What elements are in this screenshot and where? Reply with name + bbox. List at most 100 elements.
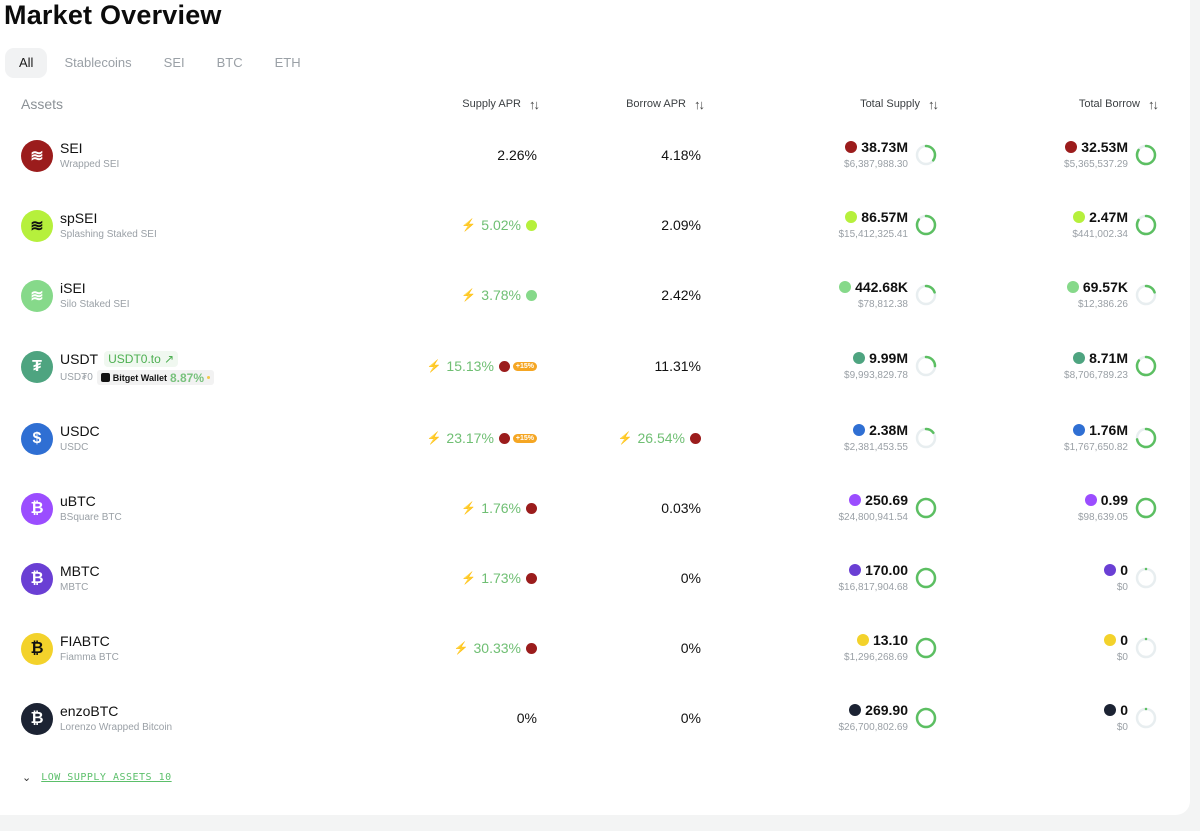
low-supply-toggle[interactable]: ⌄ LOW SUPPLY ASSETS 10 (22, 771, 172, 784)
asset-name: enzoBTC (60, 703, 119, 719)
table-row[interactable]: ₮ USDT USDT0.to ↗ USD₮0 Bitget Wallet 8.87% ⚡ 1… (0, 336, 1190, 406)
bitget-icon (100, 373, 110, 382)
sort-icon[interactable]: ↑↓ (694, 96, 705, 112)
total-borrow-amount: 1.76M (1089, 422, 1128, 438)
supply-utilization-ring (915, 567, 937, 589)
table-row[interactable]: ₿ enzoBTC Lorenzo Wrapped Bitcoin 0% 0% 269.9… (0, 688, 1190, 758)
token-icon (856, 634, 869, 646)
asset-subtitle-row: Wrapped SEI (60, 159, 119, 170)
table-row[interactable]: $ USDC USDC ⚡ 23.17% +15% ⚡ 26.54% 2.38M $2,381,4… (0, 408, 1190, 478)
sort-icon[interactable]: ↑↓ (1148, 96, 1159, 112)
token-icon (853, 424, 866, 436)
total-borrow: 2.47M $441,002.34 (1072, 209, 1128, 240)
token-icon (1073, 352, 1086, 364)
total-supply: 9.99M $9,993,829.78 (844, 350, 908, 381)
total-supply: 38.73M $6,387,988.30 (844, 139, 908, 170)
total-supply: 250.69 $24,800,941.54 (838, 492, 908, 523)
total-supply-amount: 442.68K (855, 279, 908, 295)
borrow-apr: 2.09% (661, 217, 701, 233)
boost-badge: +15% (512, 433, 537, 443)
supply-apr-value: 5.02% (481, 217, 521, 233)
asset-name-row: MBTC (60, 563, 100, 579)
total-supply-usd: $2,381,453.55 (844, 442, 908, 453)
token-icon (839, 281, 852, 293)
low-supply-label[interactable]: LOW SUPPLY ASSETS 10 (41, 772, 172, 783)
table-row[interactable]: ≋ spSEI Splashing Staked SEI ⚡ 5.02% 2.09% 86.… (0, 195, 1190, 265)
asset-subtitle: MBTC (60, 582, 89, 593)
total-borrow-usd: $0 (1116, 582, 1128, 593)
header-total-borrow[interactable]: Total Borrow ↑↓ (1079, 94, 1159, 114)
borrow-apr: 0% (681, 640, 701, 656)
token-icon (1073, 424, 1086, 436)
supply-apr: ⚡ 5.02% (461, 217, 537, 233)
sort-icon[interactable]: ↑↓ (529, 96, 540, 112)
filter-tabs: All Stablecoins SEI BTC ETH (5, 48, 318, 78)
supply-apr: 0% (517, 710, 537, 726)
tab-sei[interactable]: SEI (163, 55, 185, 70)
borrow-utilization-ring (1135, 355, 1157, 377)
borrow-apr: 11.31% (655, 358, 701, 374)
header-assets: Assets (21, 96, 64, 112)
total-supply: 13.10 $1,296,268.69 (844, 632, 908, 663)
asset-subtitle-row: USDC (60, 442, 88, 453)
header-supply-apr[interactable]: Supply APR ↑↓ (462, 94, 540, 114)
dot-icon (207, 376, 210, 379)
table-row[interactable]: ₿ FIABTC Fiamma BTC ⚡ 30.33% 0% 13.10 $1,296,26… (0, 618, 1190, 688)
sort-icon[interactable]: ↑↓ (928, 96, 939, 112)
header-supply-apr-label: Supply APR (462, 98, 521, 110)
total-borrow-usd: $1,767,650.82 (1064, 442, 1128, 453)
supply-utilization-ring (915, 214, 937, 236)
table-row[interactable]: ≋ iSEI Silo Staked SEI ⚡ 3.78% 2.42% 442.68K $7… (0, 265, 1190, 335)
total-supply-usd: $26,700,802.69 (838, 722, 908, 733)
table-row[interactable]: ≋ SEI Wrapped SEI 2.26% 4.18% 38.73M $6,387,98… (0, 125, 1190, 195)
external-link[interactable]: USDT0.to ↗ (104, 351, 179, 367)
bolt-icon: ⚡ (617, 431, 633, 445)
table-row[interactable]: ₿ MBTC MBTC ⚡ 1.73% 0% 170.00 $16,817,904.68 0 $0 (0, 548, 1190, 618)
asset-name-row: spSEI (60, 210, 97, 226)
supply-apr-value: 0% (516, 710, 537, 726)
asset-subtitle: Silo Staked SEI (60, 299, 130, 310)
header-total-supply[interactable]: Total Supply ↑↓ (860, 94, 939, 114)
asset-subtitle: Wrapped SEI (60, 159, 120, 170)
borrow-apr: 4.18% (661, 147, 701, 163)
wallet-badge[interactable]: Bitget Wallet 8.87% (96, 370, 214, 385)
supply-apr: ⚡ 3.78% (461, 287, 537, 303)
borrow-utilization-ring (1135, 427, 1157, 449)
header-borrow-apr[interactable]: Borrow APR ↑↓ (626, 94, 705, 114)
asset-name-row: iSEI (60, 280, 86, 296)
total-borrow-amount: 8.71M (1089, 350, 1128, 366)
supply-apr: ⚡ 15.13% +15% (426, 358, 537, 374)
sei-icon: ≋ (21, 140, 53, 172)
borrow-apr: ⚡ 26.54% (618, 430, 701, 446)
tab-stablecoins[interactable]: Stablecoins (64, 55, 132, 70)
total-supply: 442.68K $78,812.38 (839, 279, 908, 310)
supply-utilization-ring (915, 355, 937, 377)
tab-all[interactable]: All (5, 48, 48, 78)
total-borrow: 0.99 $98,639.05 (1078, 492, 1128, 523)
asset-name: MBTC (60, 563, 100, 579)
reward-token-icon (526, 502, 537, 514)
total-supply: 2.38M $2,381,453.55 (844, 422, 908, 453)
tab-eth[interactable]: ETH (274, 55, 301, 70)
borrow-apr-value: 0% (680, 710, 701, 726)
reward-token-icon (526, 219, 537, 231)
reward-token-icon (690, 432, 701, 444)
token-icon (1104, 564, 1117, 576)
asset-name: uBTC (60, 493, 96, 509)
borrow-apr-value: 0.03% (661, 500, 701, 516)
total-borrow: 0 $0 (1104, 702, 1128, 733)
total-supply-amount: 250.69 (865, 492, 908, 508)
total-borrow-usd: $12,386.26 (1077, 299, 1128, 310)
token-icon (1066, 281, 1079, 293)
token-icon (1104, 704, 1117, 716)
asset-name-row: USDC (60, 423, 100, 439)
borrow-apr-value: 0% (680, 570, 701, 586)
table-row[interactable]: ₿ uBTC BSquare BTC ⚡ 1.76% 0.03% 250.69 $24,800… (0, 478, 1190, 548)
market-panel: Market Overview All Stablecoins SEI BTC … (0, 0, 1190, 815)
total-borrow: 1.76M $1,767,650.82 (1064, 422, 1128, 453)
total-borrow-usd: $0 (1116, 722, 1128, 733)
page-title: Market Overview (4, 0, 222, 30)
tab-btc[interactable]: BTC (216, 55, 243, 70)
total-borrow-usd: $441,002.34 (1072, 229, 1128, 240)
supply-apr-value: 23.17% (446, 430, 494, 446)
